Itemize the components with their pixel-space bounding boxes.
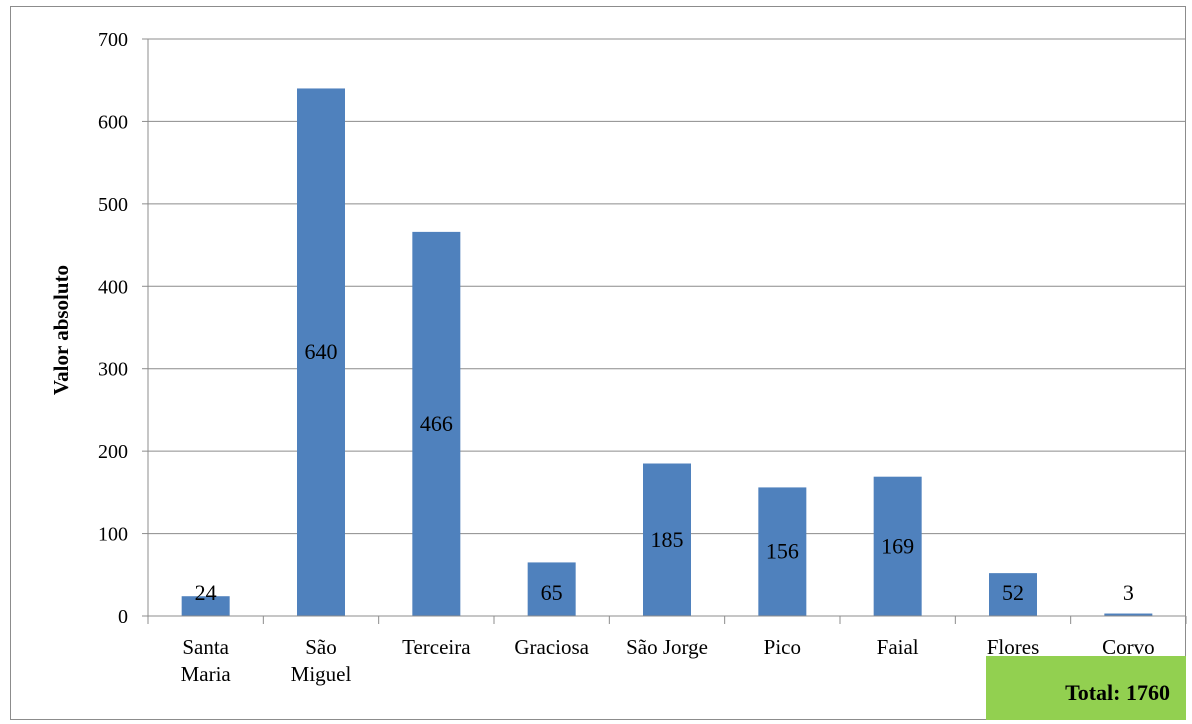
bar bbox=[989, 573, 1037, 616]
data-label: 3 bbox=[1123, 580, 1134, 605]
y-tick-label: 100 bbox=[98, 524, 128, 546]
y-tick-label: 400 bbox=[98, 276, 128, 298]
y-tick-label: 500 bbox=[98, 194, 128, 216]
bars bbox=[181, 88, 1153, 616]
bar bbox=[873, 476, 922, 616]
y-tick-label: 600 bbox=[98, 111, 128, 133]
bar bbox=[527, 562, 576, 616]
x-tick-label: Corvo bbox=[1102, 635, 1155, 659]
data-label: 185 bbox=[651, 527, 684, 552]
data-label: 640 bbox=[305, 339, 338, 364]
total-label: Total: 1760 bbox=[1065, 680, 1170, 705]
bar bbox=[297, 88, 345, 616]
x-tick-label: Flores bbox=[987, 635, 1040, 659]
bar bbox=[758, 487, 807, 616]
x-tick-label: Pico bbox=[764, 635, 801, 659]
x-tick-label: Miguel bbox=[291, 662, 352, 686]
y-tick-label: 700 bbox=[98, 29, 128, 51]
x-tick-label: Faial bbox=[877, 635, 919, 659]
bar bbox=[181, 596, 230, 616]
x-tick-label: São bbox=[305, 635, 337, 659]
y-tick-label: 300 bbox=[98, 359, 128, 381]
bar bbox=[643, 463, 691, 616]
y-tick-label: 0 bbox=[118, 606, 128, 628]
x-tick-label: Terceira bbox=[402, 635, 471, 659]
data-label: 52 bbox=[1002, 580, 1024, 605]
data-label: 65 bbox=[541, 580, 563, 605]
data-label: 156 bbox=[766, 539, 799, 564]
x-tick-label: São Jorge bbox=[626, 635, 708, 659]
data-label: 169 bbox=[881, 533, 914, 558]
x-tick-label: Maria bbox=[181, 662, 232, 686]
data-label: 466 bbox=[420, 411, 453, 436]
y-axis-title: Valor absoluto bbox=[49, 265, 73, 395]
axes bbox=[142, 38, 1187, 624]
labels: 0 100 200 300 400 500 600 700 24 Santa Maria 640 São… bbox=[98, 29, 1155, 686]
y-tick-label: 200 bbox=[98, 441, 128, 463]
data-label: 24 bbox=[195, 580, 217, 605]
x-tick-label: Graciosa bbox=[514, 635, 589, 659]
x-tick-label: Santa bbox=[182, 635, 229, 659]
total-badge: Total: 1760 bbox=[986, 656, 1186, 720]
bar bbox=[412, 231, 461, 616]
bar bbox=[1104, 613, 1153, 616]
